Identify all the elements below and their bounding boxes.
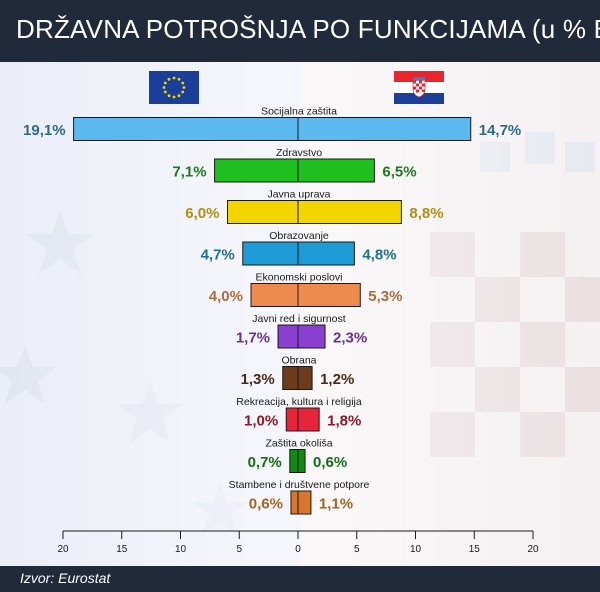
bar-left xyxy=(227,200,299,224)
value-label-right: 4,8% xyxy=(362,247,396,264)
x-tick-label: 15 xyxy=(469,544,481,555)
value-label-right: 1,1% xyxy=(319,496,353,513)
value-label-right: 2,3% xyxy=(333,330,367,347)
bar-right xyxy=(297,449,306,473)
eu-flag-icon xyxy=(149,71,199,104)
category-label: Socijalna zaštita xyxy=(261,106,337,118)
category-label: Zdravstvo xyxy=(276,147,322,159)
category-label: Ekonomski poslovi xyxy=(256,272,343,284)
category-label: Javna uprava xyxy=(267,189,330,201)
footer-bar: Izvor: Eurostat xyxy=(0,566,600,592)
bar-left xyxy=(277,324,299,349)
croatia-flag-icon xyxy=(394,71,444,104)
category-label: Javni red i sigurnost xyxy=(252,313,345,325)
x-tick-label: 5 xyxy=(236,544,242,555)
bar-right xyxy=(297,283,361,307)
eu-flag-stars xyxy=(162,76,186,99)
category-label: Stambene i društvene potpore xyxy=(229,479,370,491)
value-label-left: 1,3% xyxy=(241,371,275,388)
value-label-left: 1,0% xyxy=(244,413,278,430)
bar-left xyxy=(282,366,299,390)
value-label-left: 4,7% xyxy=(201,247,235,264)
croatia-coat-of-arms-icon xyxy=(412,77,426,98)
value-label-left: 4,0% xyxy=(209,288,243,305)
value-label-left: 19,1% xyxy=(23,122,66,139)
value-label-right: 14,7% xyxy=(479,122,522,139)
bar-left xyxy=(250,283,299,307)
bar-left xyxy=(242,241,299,266)
bar-left xyxy=(289,449,299,473)
bar-left xyxy=(73,117,299,141)
value-label-left: 6,0% xyxy=(185,205,219,222)
value-label-left: 1,7% xyxy=(236,330,270,347)
x-tick-label: 15 xyxy=(116,544,128,555)
bar-right xyxy=(297,366,313,390)
bar-left xyxy=(285,407,299,432)
bar-right xyxy=(297,490,312,515)
x-tick-label: 10 xyxy=(410,544,422,555)
value-label-right: 0,6% xyxy=(313,454,347,471)
category-label: Obrazovanje xyxy=(269,230,329,242)
bar-right xyxy=(297,158,375,183)
background xyxy=(0,62,600,566)
value-label-right: 1,2% xyxy=(320,371,354,388)
bar-right xyxy=(297,117,472,141)
value-label-right: 6,5% xyxy=(382,164,416,181)
value-label-right: 1,8% xyxy=(327,413,361,430)
bar-right xyxy=(297,241,355,266)
value-label-right: 8,8% xyxy=(409,205,443,222)
x-tick-label: 10 xyxy=(175,544,187,555)
category-label: Rekreacija, kultura i religija xyxy=(236,396,362,408)
chart-title: DRŽAVNA POTROŠNJA PO FUNKCIJAMA (u % BDP… xyxy=(16,14,600,44)
bar-right xyxy=(297,200,402,224)
background-fade xyxy=(0,62,600,566)
x-tick-label: 20 xyxy=(527,544,539,555)
source-note: Izvor: Eurostat xyxy=(20,570,111,586)
bar-left xyxy=(290,490,299,515)
category-label: Obrana xyxy=(281,355,316,367)
value-label-left: 0,6% xyxy=(249,496,283,513)
x-tick-label: 5 xyxy=(354,544,360,555)
x-tick-label: 0 xyxy=(295,544,301,555)
value-label-left: 0,7% xyxy=(248,454,282,471)
category-label: Zaštita okoliša xyxy=(265,438,332,450)
value-label-left: 7,1% xyxy=(172,164,206,181)
value-label-right: 5,3% xyxy=(368,288,402,305)
bar-left xyxy=(214,158,299,183)
x-tick-label: 20 xyxy=(57,544,69,555)
bar-right xyxy=(297,324,326,349)
title-bar: DRŽAVNA POTROŠNJA PO FUNKCIJAMA (u % BDP… xyxy=(0,0,600,62)
bar-right xyxy=(297,407,320,432)
